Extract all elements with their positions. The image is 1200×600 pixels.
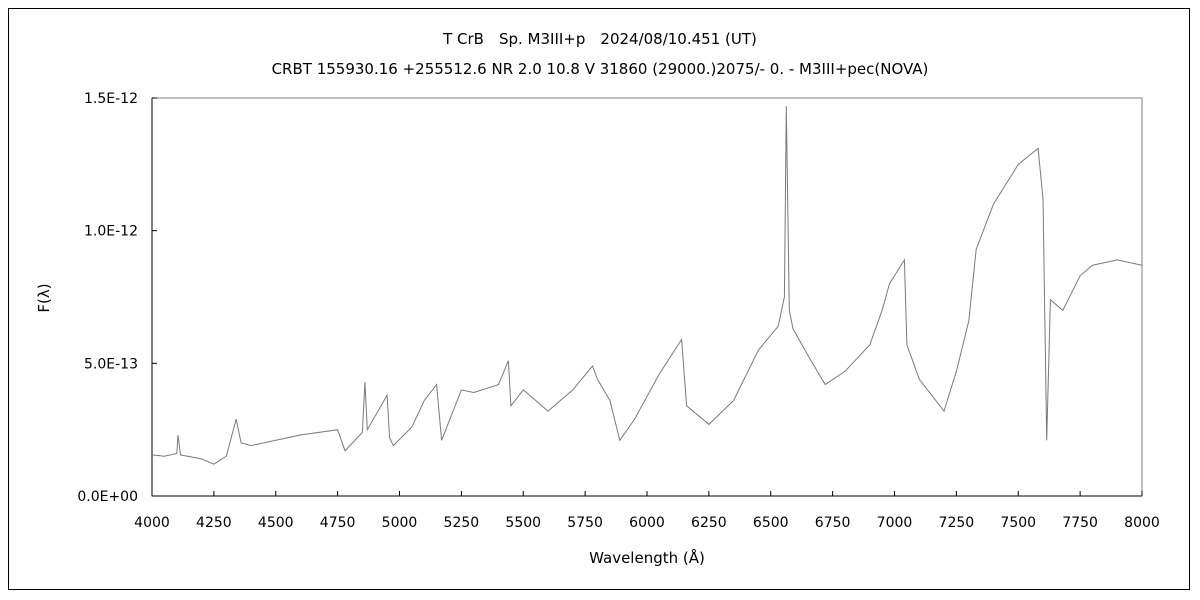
x-tick-label: 7250 — [939, 515, 975, 531]
x-axis-label: Wavelength (Å) — [589, 548, 705, 567]
x-tick-label: 8000 — [1124, 515, 1160, 531]
x-tick-label: 5250 — [444, 515, 480, 531]
x-tick-label: 4500 — [258, 515, 294, 531]
x-tick-label: 4000 — [134, 515, 170, 531]
x-tick-label: 7500 — [1000, 515, 1036, 531]
y-tick-label: 0.0E+00 — [77, 489, 138, 505]
x-tick-label: 5750 — [567, 515, 603, 531]
x-tick-label: 7750 — [1062, 515, 1098, 531]
y-tick-label: 5.0E-13 — [84, 356, 138, 372]
x-tick-label: 7000 — [877, 515, 913, 531]
x-tick-label: 5000 — [382, 515, 418, 531]
x-tick-label: 5500 — [505, 515, 541, 531]
x-tick-label: 4750 — [320, 515, 356, 531]
chart-frame — [8, 8, 1190, 590]
x-tick-label: 6000 — [629, 515, 665, 531]
chart-subtitle: CRBT 155930.16 +255512.6 NR 2.0 10.8 V 3… — [272, 60, 929, 78]
y-axis-label: F(λ) — [35, 283, 53, 312]
y-tick-label: 1.0E-12 — [84, 224, 138, 240]
x-tick-label: 6500 — [753, 515, 789, 531]
x-tick-label: 4250 — [196, 515, 232, 531]
spectrum-line — [151, 105, 1143, 465]
x-tick-label: 6250 — [691, 515, 727, 531]
x-tick-label: 6750 — [815, 515, 851, 531]
chart-title: T CrB Sp. M3III+p 2024/08/10.451 (UT) — [442, 30, 757, 48]
plot-area — [151, 97, 1143, 497]
y-tick-label: 1.5E-12 — [84, 91, 138, 107]
